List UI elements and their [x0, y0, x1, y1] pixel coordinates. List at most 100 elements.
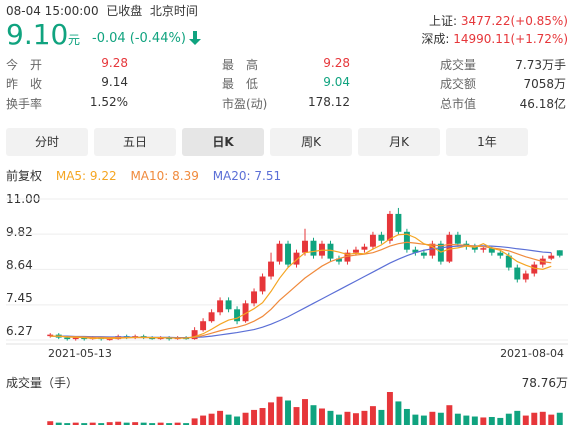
stat-value: 46.18亿	[519, 97, 566, 111]
volume-bar	[505, 413, 512, 425]
period-tabs: 分时 五日 日K 周K 月K 1年	[6, 128, 568, 156]
candle-body	[497, 252, 504, 256]
quote-datetime: 08-04 15:00:00 已收盘 北京时间	[6, 4, 198, 18]
volume-bar	[429, 411, 436, 425]
tab-1[interactable]: 五日	[94, 128, 176, 156]
adjust-label[interactable]: 前复权	[6, 169, 43, 183]
volume-bar	[268, 402, 275, 425]
volume-bar	[174, 422, 181, 425]
volume-bar	[310, 405, 317, 425]
volume-bar	[217, 410, 224, 425]
volume-label: 成交量（手）	[6, 376, 79, 390]
tab-5[interactable]: 1年	[446, 128, 528, 156]
candle-body	[225, 300, 232, 310]
volume-bar	[319, 408, 325, 425]
stat-label: 总市值	[440, 97, 477, 111]
volume-bar	[81, 423, 88, 425]
volume-bar	[259, 408, 266, 425]
volume-bar	[437, 412, 444, 425]
volume-bar	[106, 422, 113, 425]
stat-label: 市盈(动)	[222, 97, 268, 111]
down-arrow-icon	[188, 30, 202, 50]
volume-bar	[454, 413, 461, 425]
candle-body	[310, 240, 317, 256]
candle-body	[259, 276, 266, 292]
candle-body	[429, 243, 436, 256]
volume-bar	[522, 415, 529, 425]
candle-body	[47, 334, 54, 337]
ma20-label: MA20: 7.51	[212, 169, 282, 183]
volume-bar	[64, 423, 71, 425]
candle-body	[293, 252, 300, 265]
stat-label: 今 开	[6, 58, 43, 72]
y-tick-label: 6.27	[6, 324, 33, 338]
candle-body	[446, 234, 453, 262]
candle-body	[302, 240, 308, 253]
tab-2[interactable]: 日K	[182, 128, 264, 156]
candle-body	[420, 252, 427, 256]
volume-bar	[395, 401, 402, 425]
candle-body	[149, 337, 156, 340]
candle-body	[480, 248, 487, 250]
candle-body	[335, 258, 342, 262]
volume-bar	[140, 422, 147, 425]
candle-body	[234, 309, 241, 322]
candle-body	[395, 213, 402, 232]
candle-body	[72, 337, 79, 340]
volume-bar	[302, 399, 308, 425]
volume-bar	[225, 414, 232, 425]
stat-value: 9.04	[323, 75, 350, 89]
volume-bar	[344, 411, 351, 425]
index-shenzhen: 深成: 14990.11(+1.72%)	[421, 32, 568, 46]
candle-body	[488, 248, 495, 253]
volume-bar	[166, 423, 173, 425]
candle-body	[505, 255, 512, 268]
y-tick-label: 9.82	[6, 225, 33, 239]
candle-body	[471, 246, 478, 250]
stat-value: 1.52%	[89, 95, 128, 109]
volume-bar	[497, 417, 504, 425]
stat-label: 昨 收	[6, 77, 43, 91]
volume-bar	[55, 422, 62, 425]
candle-body	[386, 213, 393, 241]
volume-bar	[463, 415, 470, 425]
volume-bar	[335, 414, 342, 425]
candle-body	[556, 250, 563, 256]
stat-value: 9.28	[101, 56, 128, 70]
volume-bar	[386, 392, 393, 425]
stat-label: 换手率	[6, 97, 43, 111]
index-shanghai: 上证: 3477.22(+0.85%)	[428, 14, 568, 28]
volume-bar	[157, 422, 164, 425]
price-unit: 元	[68, 33, 81, 47]
candle-body	[412, 249, 419, 253]
volume-bar	[183, 423, 190, 425]
ma20-line	[50, 245, 552, 339]
volume-bar	[242, 412, 249, 425]
candle-body	[64, 337, 71, 340]
candle-body	[106, 339, 113, 341]
tab-0[interactable]: 分时	[6, 128, 88, 156]
volume-bar	[149, 423, 156, 425]
volume-max: 78.76万	[521, 376, 568, 390]
tab-3[interactable]: 周K	[270, 128, 352, 156]
volume-bar	[276, 396, 283, 425]
volume-bar	[285, 400, 291, 425]
volume-bar	[420, 415, 427, 425]
volume-bar	[488, 416, 495, 425]
volume-bar	[327, 410, 334, 425]
tab-4[interactable]: 月K	[358, 128, 440, 156]
price-change: -0.04 (-0.44%)	[92, 31, 186, 46]
volume-bar	[548, 414, 555, 425]
volume-bar	[446, 405, 453, 425]
candle-body	[344, 252, 351, 262]
stat-label: 成交额	[440, 77, 477, 91]
volume-bar	[369, 406, 376, 425]
y-tick-label: 8.64	[6, 258, 33, 272]
stat-label: 成交量	[440, 58, 477, 72]
volume-bar	[403, 408, 410, 425]
volume-bar	[251, 409, 258, 425]
candle-body	[369, 234, 376, 247]
volume-bar	[531, 412, 538, 425]
ma5-line	[50, 233, 552, 340]
